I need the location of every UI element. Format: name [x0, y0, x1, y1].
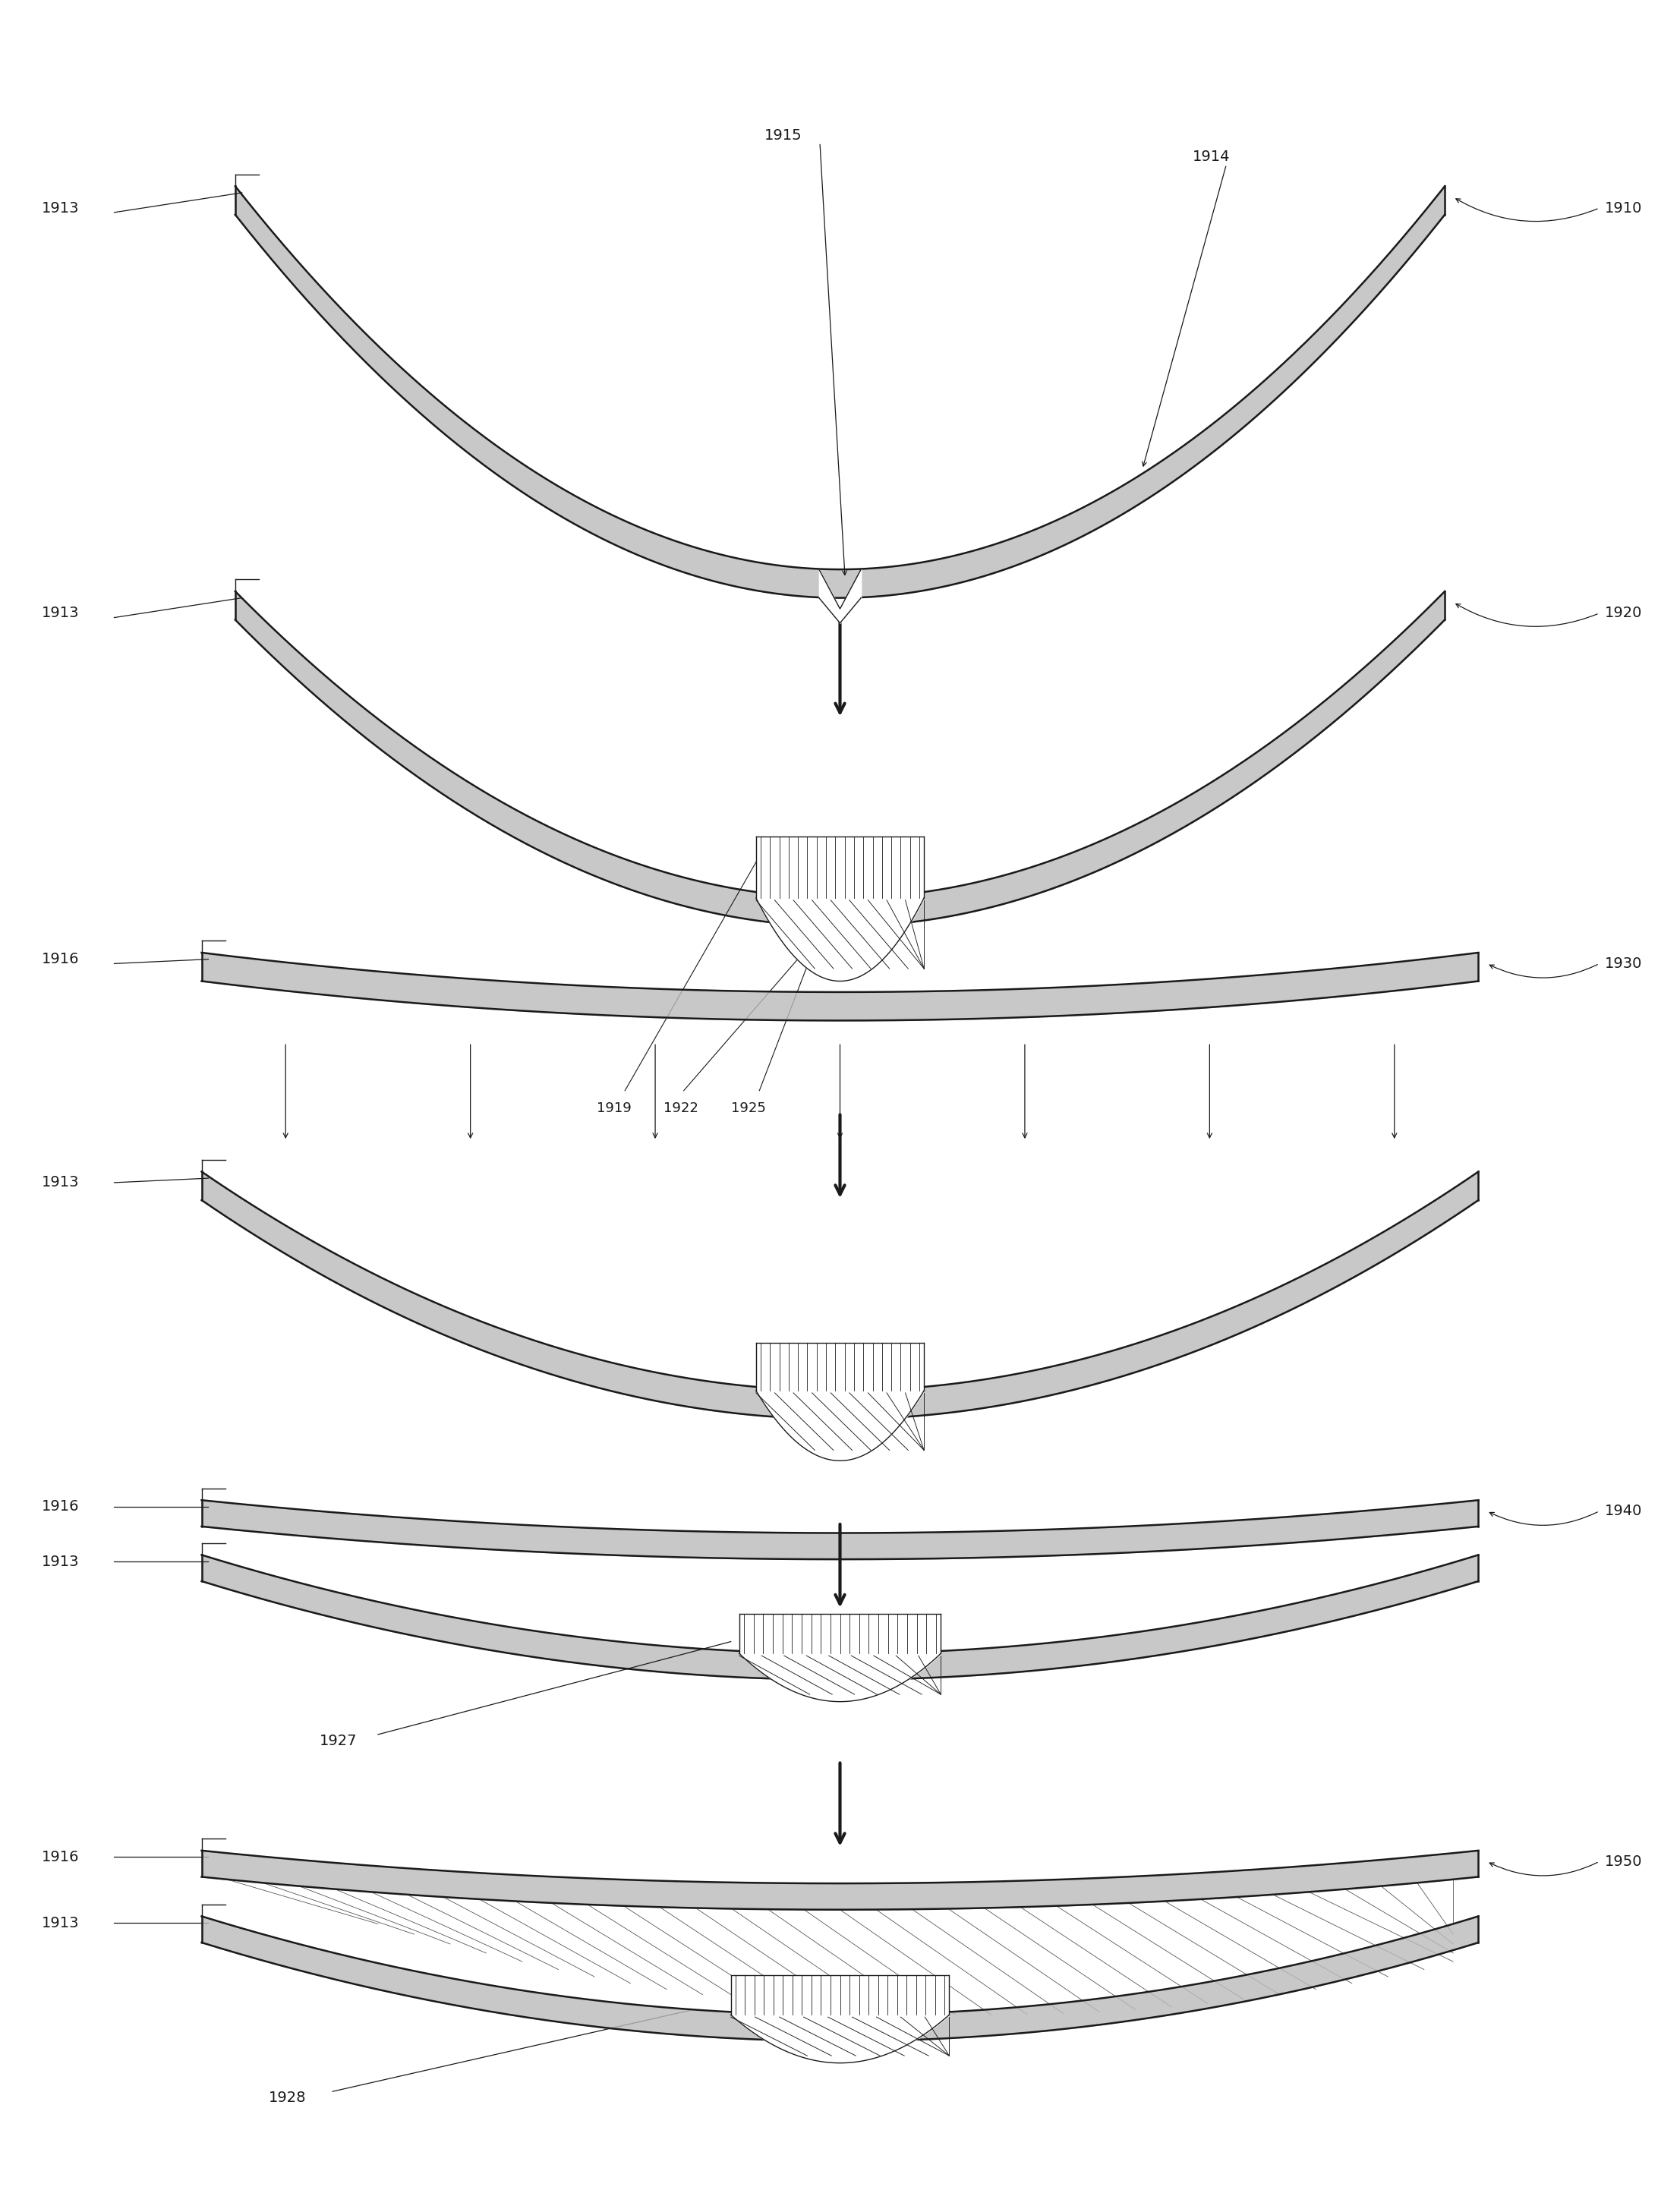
Text: 1922: 1922 [664, 1102, 699, 1115]
Bar [739, 1614, 941, 1653]
Text: 1927: 1927 [319, 1734, 356, 1748]
Text: 1916: 1916 [42, 1851, 79, 1864]
Text: 1940: 1940 [1604, 1505, 1641, 1518]
Text: 1913: 1913 [42, 1555, 79, 1568]
Text: 1915: 1915 [764, 127, 801, 142]
Bar [756, 1342, 924, 1391]
Text: 1910: 1910 [1604, 201, 1641, 215]
Text: 1930: 1930 [1604, 957, 1641, 970]
Text: 1916: 1916 [42, 1500, 79, 1513]
Text: 1916: 1916 [42, 953, 79, 966]
Bar [731, 1975, 949, 2015]
Text: 1919: 1919 [596, 1102, 632, 1115]
Text: 1913: 1913 [42, 201, 79, 215]
Text: 1913: 1913 [42, 1176, 79, 1189]
Text: 1913: 1913 [42, 1916, 79, 1929]
Text: 1950: 1950 [1604, 1855, 1641, 1868]
Text: 1914: 1914 [1193, 149, 1230, 164]
Text: 1913: 1913 [42, 607, 79, 620]
Text: 1928: 1928 [269, 2091, 306, 2105]
Text: 1925: 1925 [731, 1102, 766, 1115]
Bar [756, 837, 924, 898]
Text: 1920: 1920 [1604, 607, 1641, 620]
